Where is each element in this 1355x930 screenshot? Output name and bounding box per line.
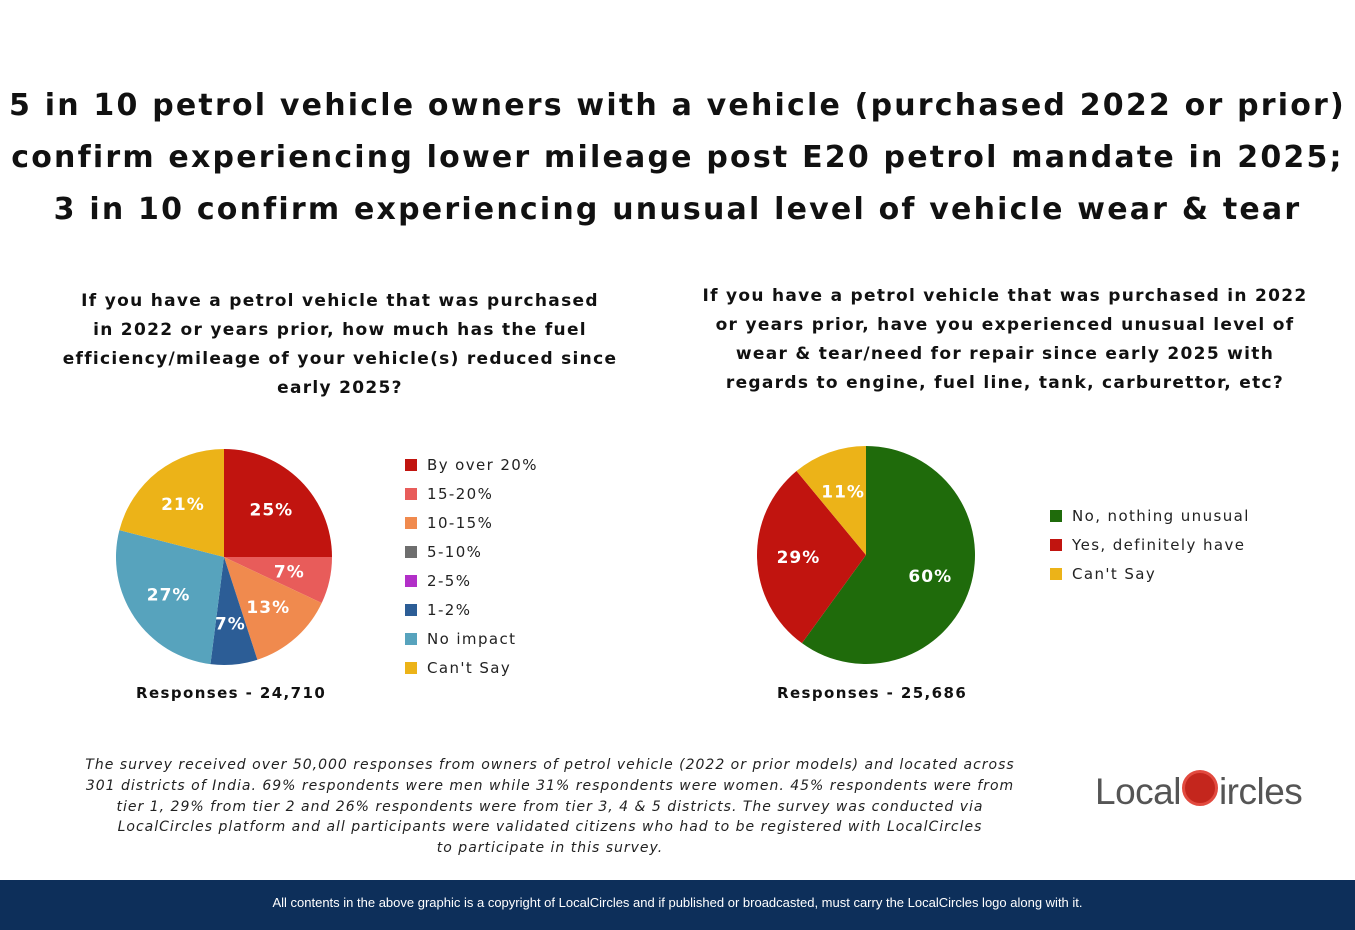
slice-label: 7% [215, 615, 246, 635]
question-line: regards to engine, fuel line, tank, carb… [725, 373, 1285, 393]
pie-slice [224, 557, 322, 660]
localcircles-logo: Local ircles [1095, 770, 1303, 813]
legend-label: 15-20% [427, 484, 494, 503]
legend-item: No, nothing unusual [1050, 501, 1250, 530]
pie-slice [115, 530, 224, 665]
legend-label: Can't Say [1072, 564, 1157, 583]
page-title: 5 in 10 petrol vehicle owners with a veh… [0, 80, 1355, 236]
pie-slice [796, 446, 866, 555]
legend-item: 2-5% [405, 566, 538, 595]
legend-item: 5-10% [405, 537, 538, 566]
note-line: to participate in this survey. [436, 840, 664, 857]
chart1-responses: Responses - 24,710 [136, 684, 327, 702]
legend-swatch [405, 516, 417, 529]
legend-label: By over 20% [427, 455, 538, 474]
title-line: confirm experiencing lower mileage post … [11, 140, 1344, 175]
question-line: or years prior, have you experienced unu… [715, 315, 1295, 335]
legend-item: No impact [405, 624, 538, 653]
title-line: 3 in 10 confirm experiencing unusual lev… [53, 192, 1302, 227]
pie-slice [757, 471, 866, 644]
chart2-question: If you have a petrol vehicle that was pu… [680, 282, 1330, 398]
question-line: in 2022 or years prior, how much has the… [93, 320, 587, 340]
legend-item: Can't Say [1050, 559, 1250, 588]
slice-label: 7% [274, 563, 305, 583]
slice-label: 13% [246, 598, 290, 618]
legend-swatch [405, 545, 417, 558]
slice-label: 21% [161, 495, 205, 515]
legend-label: Can't Say [427, 658, 512, 677]
legend-item: Can't Say [405, 653, 538, 682]
pie-slice [801, 446, 975, 664]
pie-slice [224, 557, 332, 603]
survey-note: The survey received over 50,000 response… [40, 755, 1060, 859]
slice-label: 29% [777, 548, 821, 568]
note-line: The survey received over 50,000 response… [85, 757, 1015, 773]
note-line: 301 districts of India. 69% respondents … [85, 777, 1015, 794]
slice-label: 25% [249, 501, 293, 521]
legend-swatch [1050, 509, 1062, 522]
chart1-legend: By over 20% 15-20% 10-15% 5-10% 2-5% 1-2% No i… [405, 450, 538, 682]
pie-slice [119, 449, 224, 557]
pie-slice [224, 449, 332, 557]
slice-label: 60% [908, 567, 952, 587]
question-line: wear & tear/need for repair since early … [735, 344, 1275, 364]
slice-label: 27% [147, 586, 191, 606]
question-line: efficiency/mileage of your vehicle(s) re… [62, 349, 618, 369]
legend-swatch [405, 487, 417, 500]
chart2-legend: No, nothing unusual Yes, definitely have C… [1050, 501, 1250, 588]
question-line: If you have a petrol vehicle that was pu… [702, 286, 1308, 306]
legend-item: 15-20% [405, 479, 538, 508]
question-line: If you have a petrol vehicle that was pu… [81, 291, 599, 311]
legend-label: 1-2% [427, 600, 472, 619]
chart2-responses: Responses - 25,686 [777, 684, 968, 702]
logo-text: Local [1095, 771, 1181, 812]
copyright-footer: All contents in the above graphic is a c… [0, 880, 1355, 930]
legend-swatch [405, 603, 417, 616]
note-line: LocalCircles platform and all participan… [117, 819, 983, 836]
legend-swatch [405, 661, 417, 674]
pin-icon [1181, 770, 1218, 806]
legend-swatch [1050, 567, 1062, 580]
legend-item: 10-15% [405, 508, 538, 537]
chart1-question: If you have a petrol vehicle that was pu… [40, 287, 640, 403]
legend-item: Yes, definitely have [1050, 530, 1250, 559]
legend-label: 10-15% [427, 513, 494, 532]
legend-swatch [1050, 538, 1062, 551]
slice-label: 11% [821, 482, 865, 502]
pie-slice [210, 557, 258, 665]
legend-label: 2-5% [427, 571, 472, 590]
legend-item: 1-2% [405, 595, 538, 624]
legend-label: No, nothing unusual [1072, 506, 1250, 525]
legend-swatch [405, 574, 417, 587]
legend-label: 5-10% [427, 542, 483, 561]
title-line: 5 in 10 petrol vehicle owners with a veh… [9, 88, 1346, 123]
note-line: tier 1, 29% from tier 2 and 26% responde… [116, 798, 984, 815]
legend-swatch [405, 458, 417, 471]
pie-chart-mileage: 25%7%13%7%27%21% [115, 449, 332, 665]
pie-chart-wear-tear: 60% 29% 11% [757, 446, 975, 664]
logo-text: ircles [1218, 771, 1303, 812]
question-line: early 2025? [277, 378, 403, 398]
legend-swatch [405, 632, 417, 645]
legend-label: Yes, definitely have [1072, 535, 1246, 554]
legend-label: No impact [427, 629, 517, 648]
legend-item: By over 20% [405, 450, 538, 479]
